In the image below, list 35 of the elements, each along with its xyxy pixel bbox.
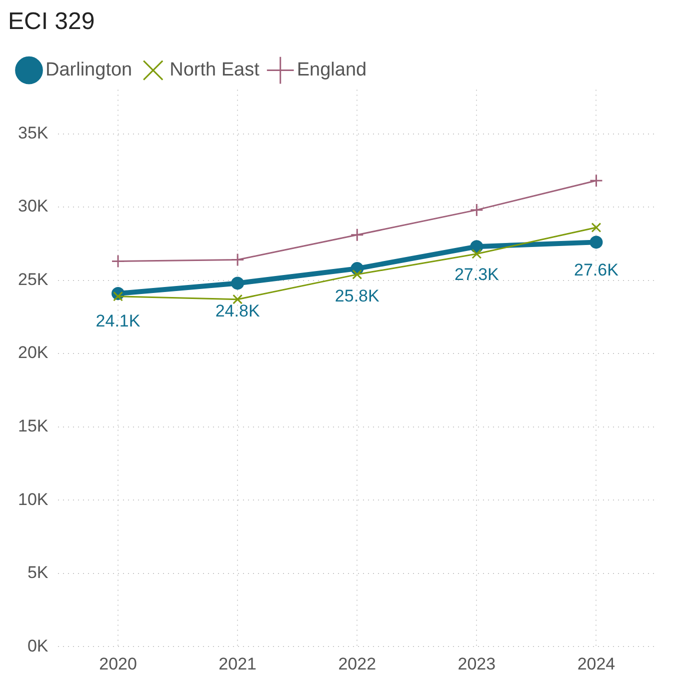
y-tick-label: 5K <box>27 563 49 582</box>
y-tick-label: 30K <box>18 196 49 216</box>
x-tick-label: 2021 <box>218 654 256 674</box>
data-label: 24.8K <box>215 301 260 320</box>
data-label: 27.6K <box>574 260 620 280</box>
point <box>352 269 362 280</box>
point <box>591 222 602 233</box>
x-tick-label: 2023 <box>458 654 496 674</box>
point <box>230 253 244 267</box>
data-label: 24.1K <box>96 312 141 331</box>
point <box>590 236 603 249</box>
legend-label: England <box>296 60 367 81</box>
legend-label: North East <box>170 60 260 81</box>
legend-label: Darlington <box>46 60 132 81</box>
y-tick-label: 15K <box>18 416 49 436</box>
chart-title: ECI 329 <box>8 8 95 36</box>
data-label: 25.8K <box>334 286 380 306</box>
point <box>350 228 364 242</box>
x-tick-label: 2024 <box>577 654 616 674</box>
point <box>470 203 484 217</box>
point <box>113 291 124 302</box>
x-tick-label: 2020 <box>99 654 137 674</box>
y-tick-label: 10K <box>18 490 49 509</box>
y-tick-label: 35K <box>18 123 49 142</box>
y-tick-label: 20K <box>18 343 49 362</box>
point <box>232 294 243 304</box>
y-tick-label: 25K <box>18 270 49 289</box>
point <box>231 276 244 290</box>
point <box>470 240 484 254</box>
point <box>472 248 482 259</box>
data-label: 27.3K <box>454 264 500 284</box>
point <box>111 254 125 268</box>
x-tick-label: 2022 <box>338 654 376 674</box>
point <box>589 174 603 188</box>
y-tick-label: 0K <box>27 636 49 656</box>
